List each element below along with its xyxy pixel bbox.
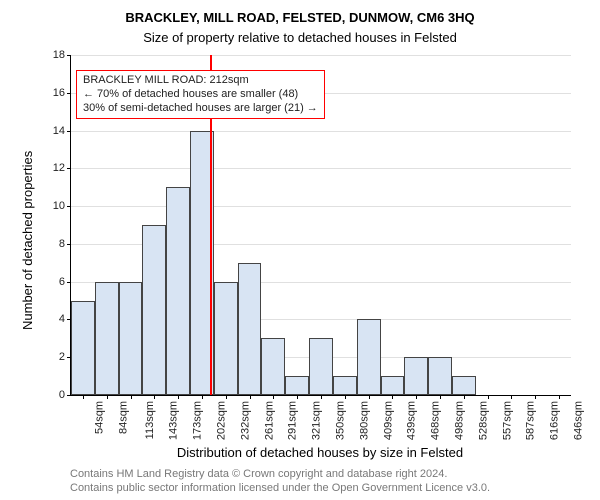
x-tick <box>178 395 179 399</box>
x-tick-label: 202sqm <box>216 401 228 440</box>
x-tick-label: 616sqm <box>549 401 561 440</box>
bar <box>71 301 95 395</box>
x-tick-label: 113sqm <box>144 401 156 439</box>
gridline <box>71 131 571 132</box>
x-tick-label: 291sqm <box>287 401 299 440</box>
x-tick-label: 261sqm <box>263 401 275 440</box>
x-tick-label: 646sqm <box>573 401 585 440</box>
gridline <box>71 55 571 56</box>
annotation-line: 30% of semi-detached houses are larger (… <box>83 102 318 116</box>
y-tick <box>67 55 71 56</box>
x-tick <box>273 395 274 399</box>
x-tick <box>154 395 155 399</box>
y-tick-label: 4 <box>59 313 65 325</box>
bar <box>166 187 190 395</box>
x-tick-label: 54sqm <box>93 401 105 434</box>
annotation-line: BRACKLEY MILL ROAD: 212sqm <box>83 74 318 88</box>
y-tick-label: 8 <box>59 238 65 250</box>
x-tick-label: 498sqm <box>454 401 466 440</box>
bar <box>381 376 405 395</box>
x-tick-label: 350sqm <box>335 401 347 440</box>
x-tick <box>131 395 132 399</box>
x-tick <box>488 395 489 399</box>
y-tick-label: 2 <box>59 351 65 363</box>
chart-title-sub: Size of property relative to detached ho… <box>0 30 600 45</box>
x-tick-label: 557sqm <box>501 401 513 440</box>
y-tick-label: 16 <box>53 87 65 99</box>
y-axis-label: Number of detached properties <box>20 151 35 330</box>
x-tick-label: 232sqm <box>239 401 251 440</box>
x-tick <box>250 395 251 399</box>
bar <box>309 338 333 395</box>
footer-attribution: Contains HM Land Registry data © Crown c… <box>70 468 490 496</box>
y-tick <box>67 282 71 283</box>
x-tick-label: 409sqm <box>382 401 394 440</box>
x-tick-label: 321sqm <box>311 401 323 440</box>
x-tick-label: 439sqm <box>406 401 418 440</box>
x-tick <box>369 395 370 399</box>
y-tick-label: 18 <box>53 49 65 61</box>
x-tick <box>321 395 322 399</box>
annotation-line: ← 70% of detached houses are smaller (48… <box>83 88 318 102</box>
x-tick <box>416 395 417 399</box>
x-tick <box>559 395 560 399</box>
x-axis-label: Distribution of detached houses by size … <box>70 445 570 460</box>
bar <box>142 225 166 395</box>
x-tick <box>464 395 465 399</box>
x-tick-label: 173sqm <box>192 401 204 440</box>
bar <box>285 376 309 395</box>
bar <box>238 263 262 395</box>
bar <box>119 282 143 395</box>
bar <box>214 282 238 395</box>
chart-title-main: BRACKLEY, MILL ROAD, FELSTED, DUNMOW, CM… <box>0 10 600 25</box>
y-tick-label: 14 <box>53 125 65 137</box>
bar <box>95 282 119 395</box>
y-tick-label: 0 <box>59 389 65 401</box>
footer-line1: Contains HM Land Registry data © Crown c… <box>70 468 490 482</box>
x-tick-label: 468sqm <box>430 401 442 440</box>
x-tick-label: 380sqm <box>358 401 370 440</box>
x-tick <box>392 395 393 399</box>
footer-line2: Contains public sector information licen… <box>70 482 490 496</box>
bar <box>333 376 357 395</box>
bar <box>428 357 452 395</box>
bar <box>404 357 428 395</box>
plot-area: 02468101214161854sqm84sqm113sqm143sqm173… <box>70 55 571 396</box>
x-tick-label: 587sqm <box>525 401 537 440</box>
x-tick <box>297 395 298 399</box>
y-tick <box>67 131 71 132</box>
x-tick <box>440 395 441 399</box>
y-tick-label: 6 <box>59 276 65 288</box>
x-tick <box>202 395 203 399</box>
x-tick <box>345 395 346 399</box>
y-tick <box>67 244 71 245</box>
gridline <box>71 168 571 169</box>
y-tick <box>67 93 71 94</box>
x-tick <box>511 395 512 399</box>
x-tick <box>226 395 227 399</box>
x-tick-label: 143sqm <box>168 401 180 440</box>
chart-container: BRACKLEY, MILL ROAD, FELSTED, DUNMOW, CM… <box>0 0 600 500</box>
y-tick <box>67 395 71 396</box>
x-tick <box>107 395 108 399</box>
bar <box>452 376 476 395</box>
x-tick-label: 84sqm <box>117 401 129 434</box>
y-tick <box>67 206 71 207</box>
x-tick-label: 528sqm <box>477 401 489 440</box>
bar <box>357 319 381 395</box>
y-tick-label: 12 <box>53 162 65 174</box>
gridline <box>71 206 571 207</box>
x-tick <box>535 395 536 399</box>
y-tick-label: 10 <box>53 200 65 212</box>
y-tick <box>67 168 71 169</box>
x-tick <box>83 395 84 399</box>
bar <box>261 338 285 395</box>
annotation-box: BRACKLEY MILL ROAD: 212sqm← 70% of detac… <box>76 70 325 119</box>
